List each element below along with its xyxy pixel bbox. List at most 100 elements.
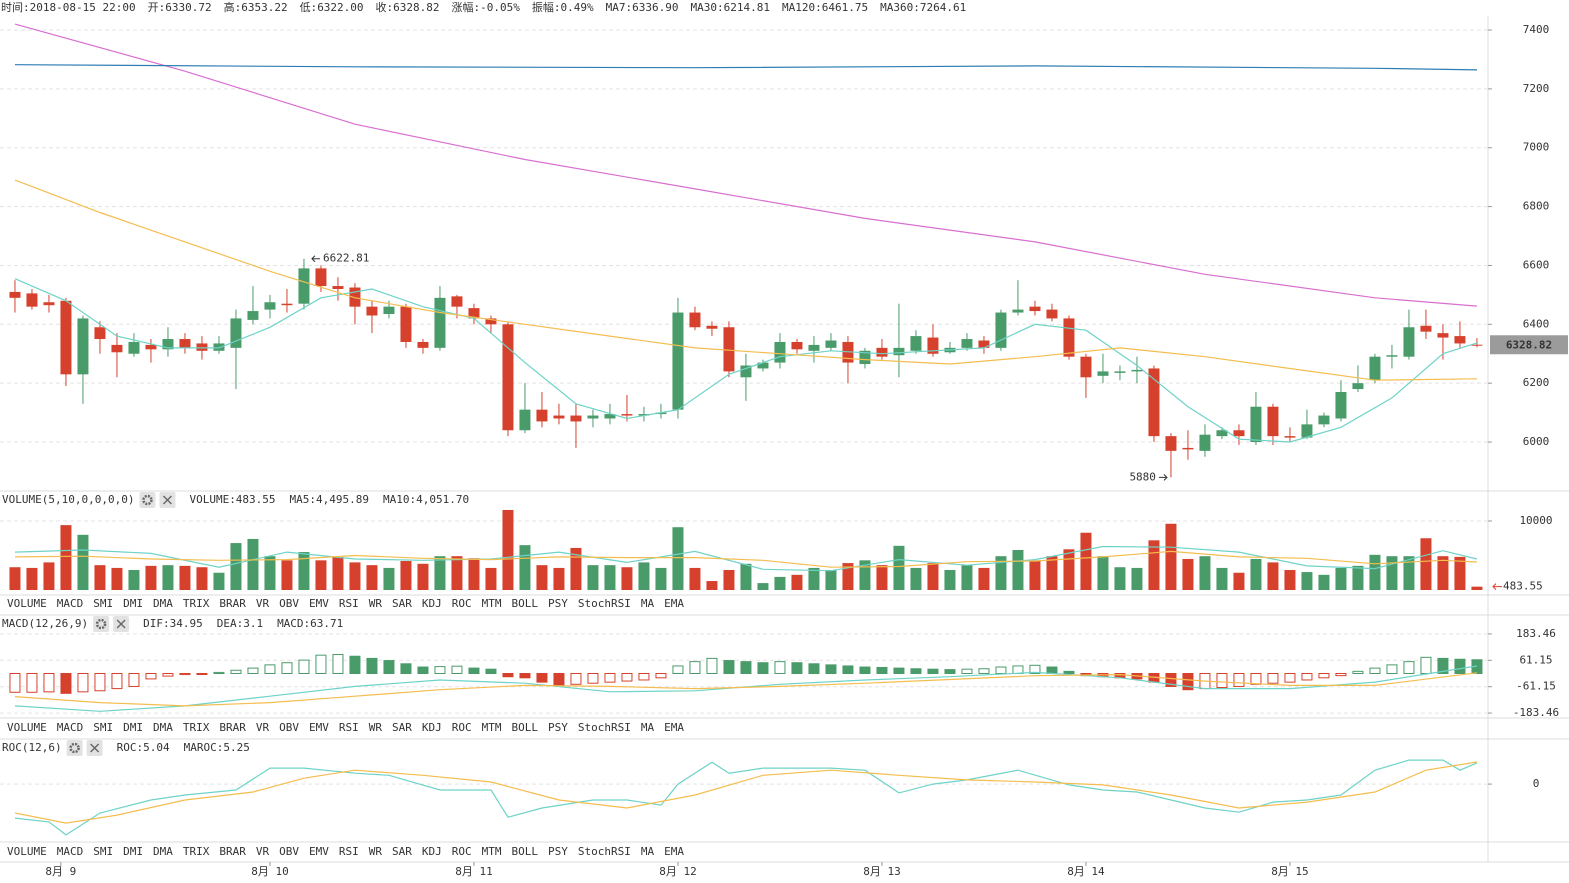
volume-bar	[1301, 572, 1313, 590]
macd-bar	[1165, 672, 1177, 687]
indicator-line	[14, 23, 1478, 307]
candle-body	[723, 327, 735, 372]
volume-bar	[315, 560, 327, 590]
candle-body	[417, 341, 429, 348]
indicator-tab[interactable]: DMA	[153, 721, 173, 734]
indicator-tab[interactable]: OBV	[279, 845, 299, 858]
candle-body	[1318, 415, 1330, 425]
volume-bar	[1352, 565, 1364, 590]
settings-button[interactable]	[139, 492, 156, 508]
indicator-tab[interactable]: VR	[256, 597, 270, 610]
indicator-tab[interactable]: PSY	[548, 845, 568, 858]
indicator-tab[interactable]: PSY	[548, 597, 568, 610]
indicator-tab[interactable]: VOLUME	[7, 597, 47, 610]
candle-body	[1386, 355, 1398, 357]
indicator-tab[interactable]: DMI	[123, 845, 143, 858]
indicator-tab[interactable]: MA	[641, 597, 655, 610]
y-tick-label: 6200	[1523, 376, 1550, 389]
indicator-tab[interactable]: RSI	[339, 721, 359, 734]
indicator-line	[14, 672, 1478, 707]
indicator-tab[interactable]: DMA	[153, 845, 173, 858]
indicator-tab[interactable]: EMA	[664, 721, 684, 734]
indicator-tab[interactable]: BRAR	[219, 845, 246, 858]
indicator-tab[interactable]: ROC	[452, 845, 472, 858]
macd-bar	[689, 661, 701, 674]
indicator-tab[interactable]: WR	[369, 597, 383, 610]
indicator-tab[interactable]: EMA	[664, 597, 684, 610]
indicator-tab[interactable]: MACD	[57, 845, 84, 858]
indicator-tab[interactable]: BOLL	[512, 597, 539, 610]
volume-bar	[1012, 549, 1024, 590]
volume-bar	[43, 562, 55, 590]
candle-body	[553, 415, 565, 419]
indicator-tab[interactable]: SMI	[93, 721, 113, 734]
volume-bar	[1386, 556, 1398, 590]
indicator-tab[interactable]: VOLUME	[7, 721, 47, 734]
macd-bar	[757, 662, 769, 674]
indicator-tab[interactable]: KDJ	[422, 845, 442, 858]
annotation-arrow	[311, 255, 320, 263]
indicator-tab[interactable]: BOLL	[512, 845, 539, 858]
indicator-tab[interactable]: EMV	[309, 597, 329, 610]
indicator-tab[interactable]: RSI	[339, 845, 359, 858]
indicator-tab[interactable]: MTM	[482, 597, 502, 610]
indicator-tab[interactable]: DMA	[153, 597, 173, 610]
macd-bar	[1250, 672, 1262, 685]
macd-bar	[621, 672, 633, 682]
indicator-tab[interactable]: VOLUME	[7, 845, 47, 858]
indicator-tab[interactable]: EMA	[664, 845, 684, 858]
indicator-tab[interactable]: VR	[256, 845, 270, 858]
indicator-tab[interactable]: BRAR	[219, 721, 246, 734]
indicator-line	[14, 759, 1478, 836]
indicator-tab[interactable]: KDJ	[422, 721, 442, 734]
indicator-tab[interactable]: OBV	[279, 597, 299, 610]
indicator-tab[interactable]: WR	[369, 845, 383, 858]
indicator-tab[interactable]: MTM	[482, 721, 502, 734]
indicator-tab[interactable]: BOLL	[512, 721, 539, 734]
indicator-tab[interactable]: ROC	[452, 597, 472, 610]
settings-button[interactable]	[66, 740, 83, 756]
volume-bar	[859, 560, 871, 590]
settings-button[interactable]	[93, 616, 110, 632]
indicator-tab[interactable]: SAR	[392, 845, 412, 858]
candle-body	[230, 318, 242, 348]
macd-bar	[77, 672, 89, 693]
volume-bar	[1437, 556, 1449, 590]
candle-body	[145, 344, 157, 350]
indicator-tab[interactable]: MTM	[482, 845, 502, 858]
macd-bar	[298, 659, 310, 674]
indicator-tab[interactable]: MA	[641, 721, 655, 734]
indicator-tab[interactable]: WR	[369, 721, 383, 734]
indicator-tab[interactable]: KDJ	[422, 597, 442, 610]
macd-bar	[1437, 657, 1449, 674]
indicator-tab[interactable]: PSY	[548, 721, 568, 734]
indicator-tab[interactable]: VR	[256, 721, 270, 734]
indicator-tab[interactable]: MA	[641, 845, 655, 858]
indicator-tab[interactable]: BRAR	[219, 597, 246, 610]
macd-bar	[655, 672, 667, 679]
indicator-tab[interactable]: DMI	[123, 721, 143, 734]
macd-bar	[230, 669, 242, 674]
indicator-tab[interactable]: EMV	[309, 845, 329, 858]
indicator-tab[interactable]: SMI	[93, 845, 113, 858]
indicator-tab[interactable]: SMI	[93, 597, 113, 610]
indicator-tab[interactable]: ROC	[452, 721, 472, 734]
indicator-tab[interactable]: StochRSI	[578, 597, 631, 610]
indicator-tab[interactable]: SAR	[392, 721, 412, 734]
indicator-tab[interactable]: TRIX	[183, 721, 210, 734]
indicator-tab[interactable]: OBV	[279, 721, 299, 734]
indicator-tab[interactable]: RSI	[339, 597, 359, 610]
candle-body	[910, 336, 922, 351]
volume-bar	[1403, 556, 1415, 590]
indicator-tab[interactable]: MACD	[57, 721, 84, 734]
macd-bar	[995, 666, 1007, 674]
indicator-tab[interactable]: StochRSI	[578, 721, 631, 734]
macd-bar	[1403, 661, 1415, 674]
indicator-tab[interactable]: SAR	[392, 597, 412, 610]
indicator-tab[interactable]: MACD	[57, 597, 84, 610]
indicator-tab[interactable]: TRIX	[183, 845, 210, 858]
indicator-tab[interactable]: DMI	[123, 597, 143, 610]
indicator-tab[interactable]: TRIX	[183, 597, 210, 610]
indicator-tab[interactable]: EMV	[309, 721, 329, 734]
indicator-tab[interactable]: StochRSI	[578, 845, 631, 858]
